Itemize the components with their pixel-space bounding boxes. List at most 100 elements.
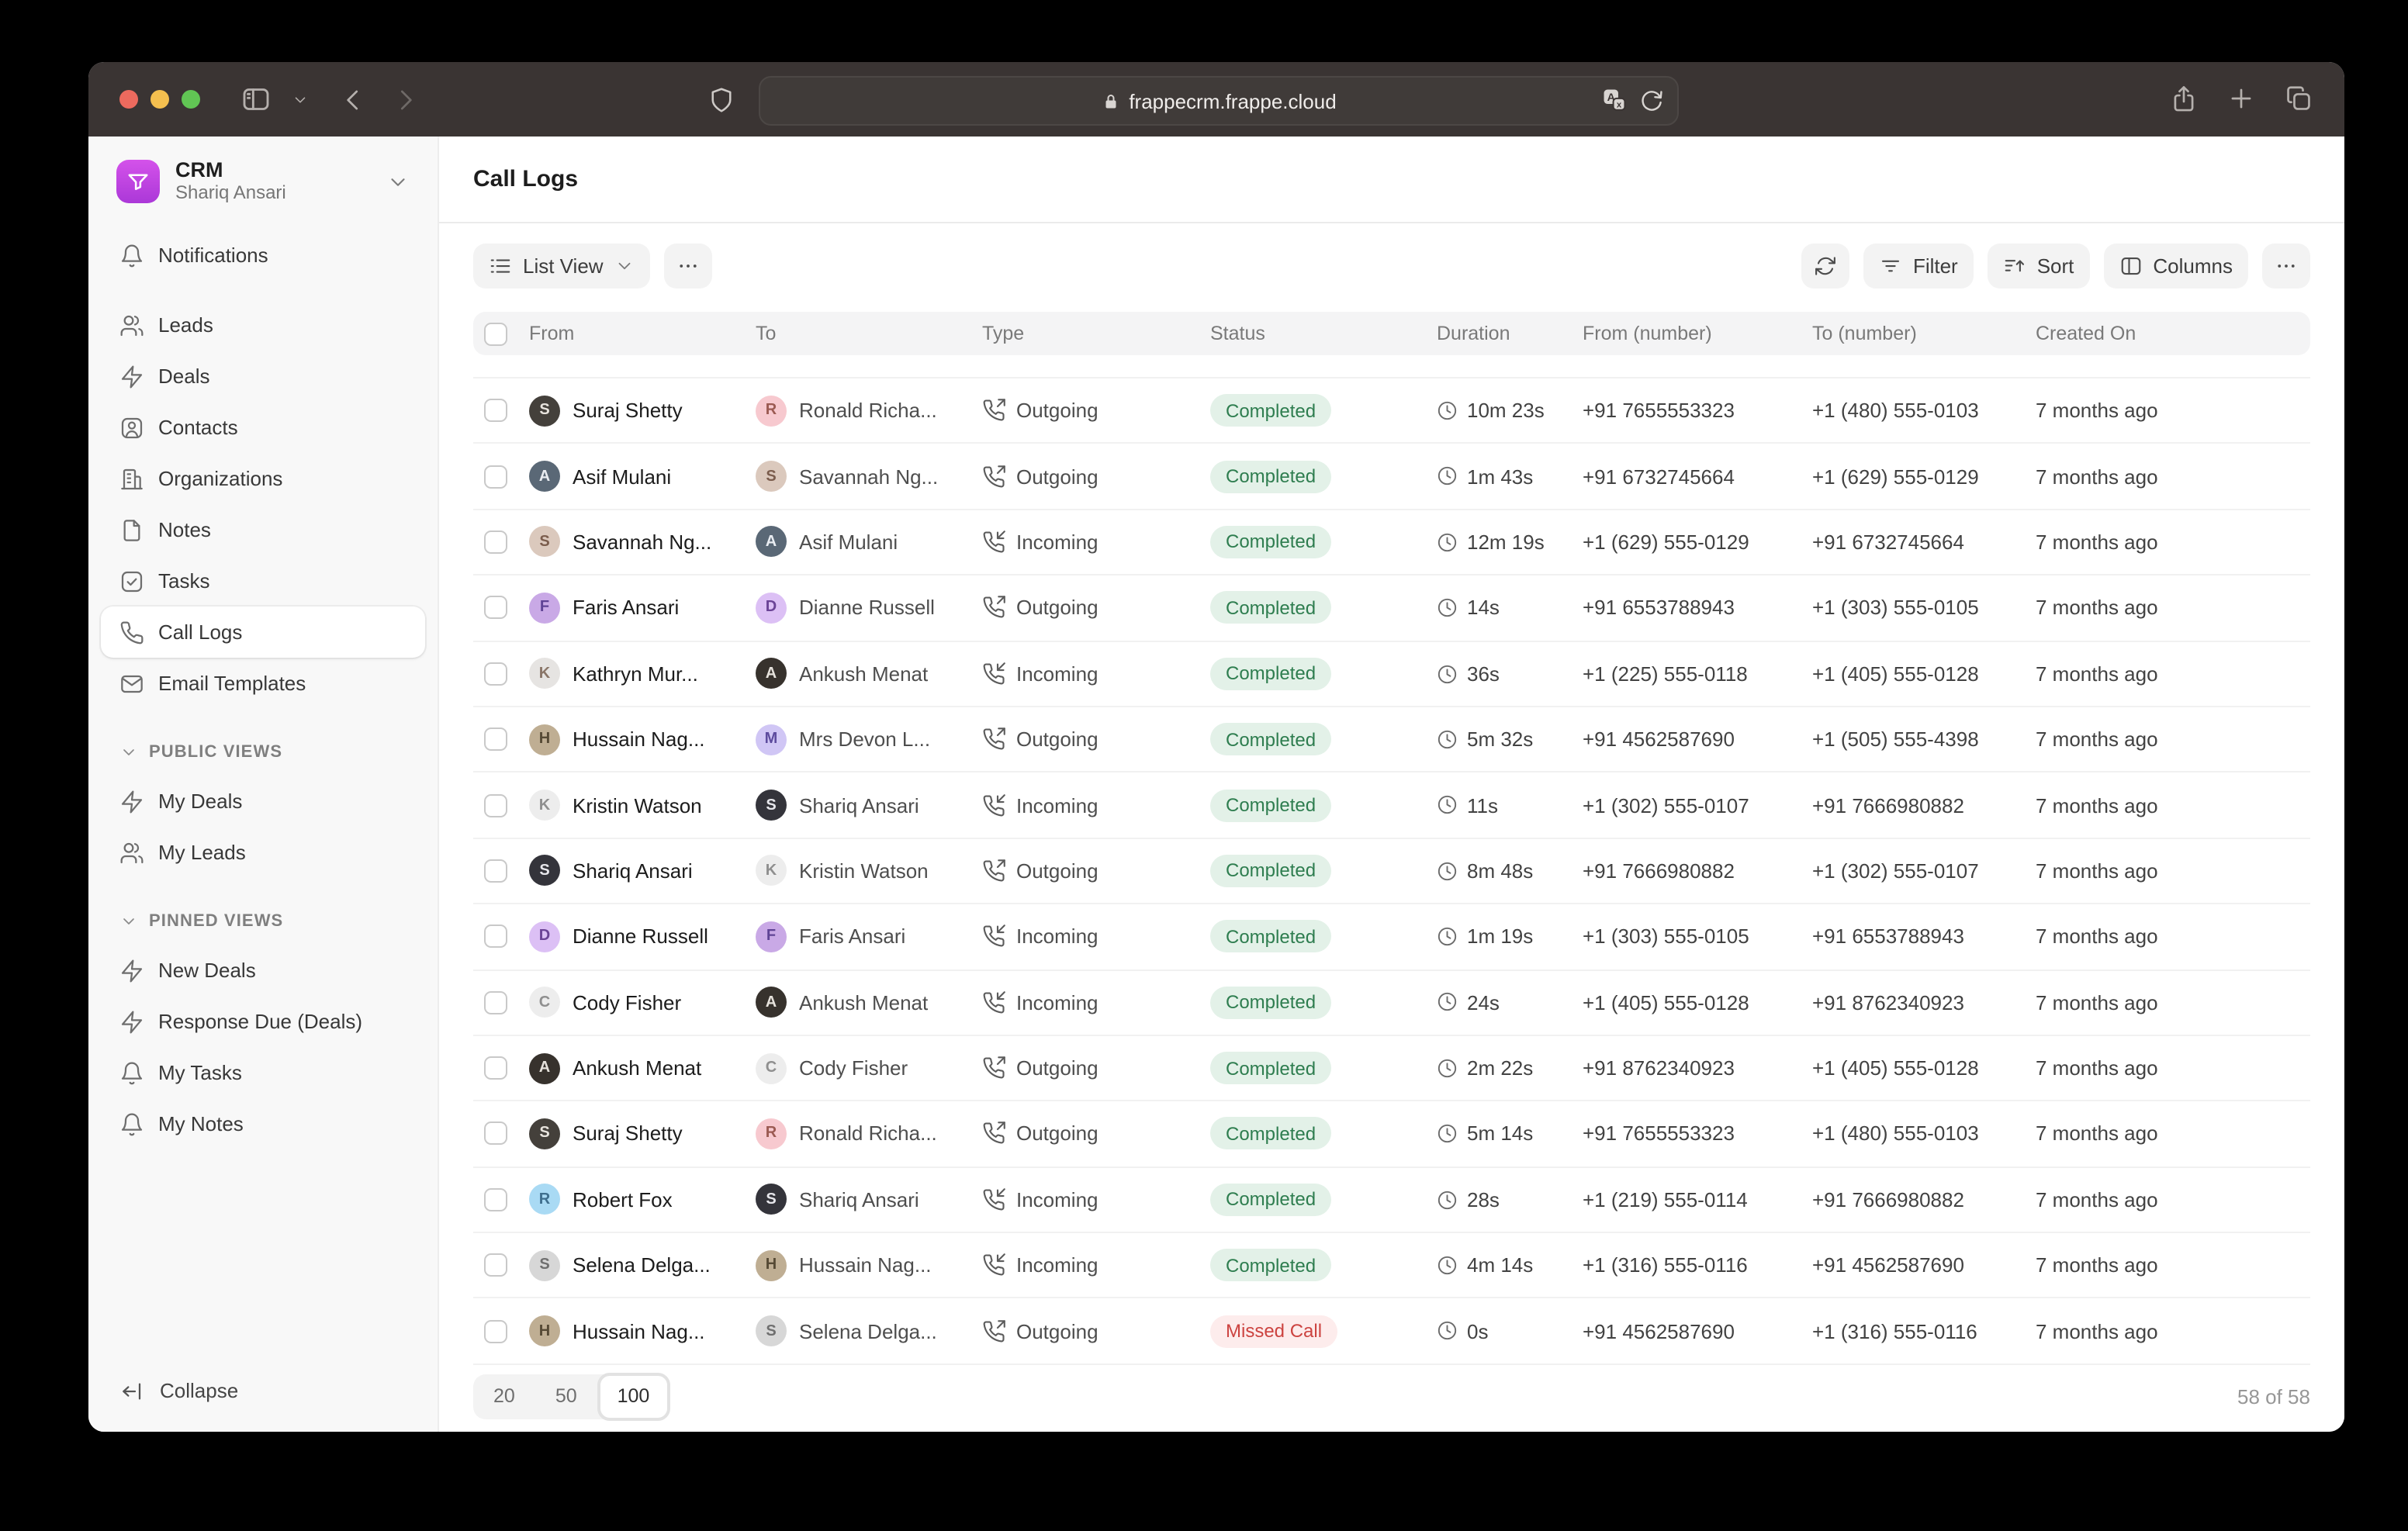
row-checkbox[interactable] (484, 465, 507, 489)
sidebar-item-deals[interactable]: Deals (101, 351, 425, 402)
view-selector-button[interactable]: List View (473, 244, 650, 289)
call-to: R Ronald Richa... (756, 1118, 982, 1149)
row-checkbox[interactable] (484, 990, 507, 1014)
list-settings-button[interactable] (2262, 244, 2310, 289)
forward-button-icon[interactable] (391, 85, 420, 114)
page-size-option-100[interactable]: 100 (597, 1372, 670, 1420)
from-number: +91 7655553323 (1583, 1121, 1735, 1146)
sidebar-item-contacts[interactable]: Contacts (101, 402, 425, 453)
table-row[interactable]: A Ankush Menat C Cody Fisher Outgoing Complet… (473, 1036, 2310, 1102)
table-row[interactable]: H Hussain Nag... M Mrs Devon L... Outgoing Co… (473, 707, 2310, 773)
row-checkbox[interactable] (484, 662, 507, 686)
row-checkbox[interactable] (484, 793, 507, 817)
table-row[interactable]: S Suraj Shetty R Ronald Richa... Outgoing Com… (473, 378, 2310, 444)
select-all-checkbox[interactable] (484, 322, 507, 345)
to-name: Faris Ansari (799, 924, 906, 949)
bell-icon (119, 243, 144, 268)
table-row[interactable]: K Kristin Watson S Shariq Ansari Incoming Com… (473, 773, 2310, 839)
row-checkbox[interactable] (484, 859, 507, 883)
sidebar-item-my-leads[interactable]: My Leads (101, 827, 425, 878)
sidebar-item-my-deals[interactable]: My Deals (101, 776, 425, 827)
call-duration: 11s (1437, 793, 1583, 817)
refresh-button[interactable] (1801, 244, 1849, 289)
row-checkbox[interactable] (484, 727, 507, 752)
tab-overview-icon[interactable] (2284, 84, 2313, 113)
sidebar-item-response-due-deals[interactable]: Response Due (Deals) (101, 996, 425, 1047)
new-tab-icon[interactable] (2226, 84, 2256, 113)
sort-button[interactable]: Sort (1987, 244, 2090, 289)
table-row[interactable]: S Shariq Ansari K Kristin Watson Outgoing Com… (473, 838, 2310, 905)
privacy-shield-icon[interactable] (708, 85, 735, 114)
view-selector-label: List View (523, 254, 604, 278)
svg-text:A: A (1607, 92, 1615, 104)
workspace-switcher[interactable]: CRM Shariq Ansari (101, 158, 425, 205)
call-type: Outgoing (982, 1319, 1210, 1343)
zoom-window-button[interactable] (182, 90, 200, 109)
sidebar-item-notifications[interactable]: Notifications (101, 230, 425, 281)
from-number: +1 (219) 555-0114 (1583, 1187, 1748, 1211)
row-checkbox[interactable] (484, 530, 507, 554)
share-icon[interactable] (2169, 84, 2199, 113)
clock-icon (1437, 400, 1458, 421)
row-checkbox[interactable] (484, 596, 507, 620)
back-button-icon[interactable] (338, 85, 368, 114)
row-checkbox[interactable] (484, 399, 507, 423)
filter-button[interactable]: Filter (1863, 244, 1974, 289)
sidebar-item-my-notes[interactable]: My Notes (101, 1098, 425, 1149)
sidebar-item-leads[interactable]: Leads (101, 299, 425, 351)
sidebar-item-organizations[interactable]: Organizations (101, 453, 425, 504)
table-row[interactable]: A Asif Mulani S Savannah Ng... Outgoing Compl… (473, 444, 2310, 510)
to-name: Savannah Ng... (799, 465, 939, 489)
sidebar-collapse-button[interactable]: Collapse (101, 1365, 425, 1416)
table-row[interactable]: H Hussain Nag... S Selena Delga... Outgoing M… (473, 1299, 2310, 1365)
sidebar-nav: Notifications Leads Deals Contacts Organizat… (101, 230, 425, 709)
table-row[interactable]: S Suraj Shetty R Ronald Richa... Outgoing Com… (473, 1102, 2310, 1168)
clock-icon (1437, 860, 1458, 881)
call-duration: 5m 32s (1437, 727, 1583, 751)
table-row[interactable]: F Faris Ansari D Dianne Russell Outgoing Comp… (473, 575, 2310, 642)
sidebar-item-email-templates[interactable]: Email Templates (101, 658, 425, 709)
table-row[interactable]: S Savannah Ng... A Asif Mulani Incoming Compl… (473, 510, 2310, 576)
call-to: H Hussain Nag... (756, 1249, 982, 1281)
table-row[interactable]: S Selena Delga... H Hussain Nag... Incoming C… (473, 1233, 2310, 1299)
section-header-public-views[interactable]: PUBLIC VIEWS (101, 729, 425, 776)
sidebar-item-tasks[interactable]: Tasks (101, 555, 425, 607)
row-checkbox[interactable] (484, 1187, 507, 1211)
duration-value: 12m 19s (1467, 530, 1545, 554)
reload-icon[interactable] (1638, 87, 1665, 113)
minimize-window-button[interactable] (150, 90, 169, 109)
call-to: K Kristin Watson (756, 855, 982, 886)
created-on: 7 months ago (2036, 662, 2158, 686)
phone-icon (119, 620, 144, 645)
table-row[interactable]: D Dianne Russell F Faris Ansari Incoming Comp… (473, 904, 2310, 971)
row-checkbox[interactable] (484, 1121, 507, 1146)
columns-button[interactable]: Columns (2103, 244, 2248, 289)
incoming-call-icon (982, 1187, 1005, 1211)
call-duration: 36s (1437, 662, 1583, 686)
section-header-pinned-views[interactable]: PINNED VIEWS (101, 898, 425, 945)
to-name: Ankush Menat (799, 662, 929, 686)
duration-value: 4m 14s (1467, 1253, 1534, 1277)
sidebar-toggle-icon[interactable] (240, 84, 272, 115)
view-more-button[interactable] (663, 244, 712, 289)
row-checkbox[interactable] (484, 1319, 507, 1343)
row-checkbox[interactable] (484, 1056, 507, 1080)
sidebar-menu-chevron-icon[interactable] (292, 92, 309, 109)
sidebar-item-call-logs[interactable]: Call Logs (101, 607, 425, 658)
table-row[interactable]: C Cody Fisher A Ankush Menat Incoming Complet… (473, 970, 2310, 1036)
row-checkbox[interactable] (484, 1253, 507, 1277)
clock-icon (1437, 597, 1458, 618)
table-row[interactable]: K Kathryn Mur... A Ankush Menat Incoming Comp… (473, 641, 2310, 707)
close-window-button[interactable] (119, 90, 138, 109)
page-size-option-50[interactable]: 50 (555, 1385, 577, 1407)
sidebar-item-notes[interactable]: Notes (101, 504, 425, 555)
table-row[interactable]: R Robert Fox S Shariq Ansari Incoming Complet… (473, 1167, 2310, 1234)
sidebar-item-new-deals[interactable]: New Deals (101, 945, 425, 996)
call-type-label: Outgoing (1016, 1056, 1098, 1080)
page-size-option-20[interactable]: 20 (493, 1385, 515, 1407)
row-checkbox[interactable] (484, 924, 507, 949)
sidebar-item-my-tasks[interactable]: My Tasks (101, 1047, 425, 1098)
